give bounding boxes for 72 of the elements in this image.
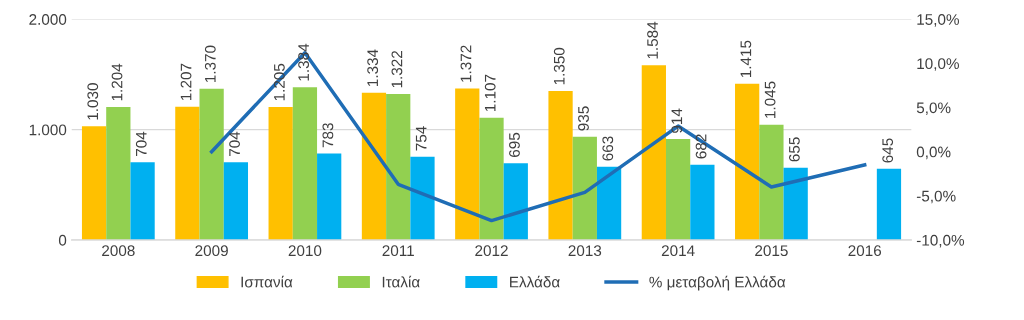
bar	[223, 162, 249, 240]
bar	[292, 87, 318, 240]
bar	[596, 166, 622, 240]
data-label: 1.107	[484, 74, 496, 112]
bar	[410, 156, 435, 240]
data-label: 1.372	[460, 45, 472, 82]
bar	[106, 107, 131, 240]
bar	[735, 83, 760, 240]
x-tick-label: 2009	[195, 245, 228, 257]
y2-tick-label: -10,0%	[916, 234, 965, 248]
data-label: 1.205	[273, 63, 285, 101]
bar	[641, 65, 666, 240]
data-label: 935	[578, 106, 589, 131]
data-label: 704	[229, 131, 240, 156]
bar	[759, 124, 784, 240]
y-tick-label: 1.000	[29, 124, 67, 136]
x-tick-label: 2015	[755, 245, 788, 257]
legend-label: Ελλάδα	[510, 275, 560, 288]
bar	[317, 153, 342, 240]
legend-label: Ιταλία	[382, 275, 420, 288]
x-tick-label: 2008	[102, 245, 135, 257]
data-label: 663	[602, 136, 614, 161]
data-label: 695	[509, 132, 520, 157]
data-label: 1.370	[204, 45, 216, 83]
data-label: 783	[322, 123, 334, 148]
data-label: 1.322	[391, 51, 403, 88]
y2-tick-label: 15,0%	[917, 14, 959, 27]
bar	[690, 164, 715, 240]
bar	[386, 94, 411, 240]
bar	[81, 126, 107, 240]
y2-tick-label: 5,0%	[916, 102, 951, 116]
bar	[268, 106, 293, 240]
bar	[548, 90, 573, 240]
legend-label: Ισπανία	[241, 275, 293, 288]
x-tick-label: 2013	[568, 245, 602, 257]
bar	[503, 163, 528, 240]
y-tick-label: 2.000	[29, 14, 67, 25]
x-tick-label: 2010	[288, 245, 322, 257]
data-label: 645	[882, 138, 894, 163]
bar	[479, 117, 504, 240]
legend-label: % μεταβολή Ελλάδα	[649, 275, 786, 291]
data-label: 1.207	[180, 63, 192, 101]
data-label: 1.045	[764, 81, 776, 118]
data-label: 1.415	[740, 40, 752, 78]
data-label: 1.584	[647, 21, 658, 59]
data-label: 754	[415, 126, 427, 151]
x-tick-label: 2016	[848, 245, 882, 257]
bar	[175, 106, 200, 240]
data-label: 682	[695, 134, 707, 159]
bar	[876, 168, 902, 240]
y2-tick-label: 10,0%	[917, 58, 959, 71]
data-label: 1.384	[298, 43, 310, 81]
y2-tick-label: -5,0%	[916, 190, 956, 204]
data-label: 914	[671, 108, 683, 133]
bar	[572, 136, 597, 240]
data-label: 1.334	[367, 49, 379, 87]
data-label: 1.030	[87, 83, 99, 120]
bar	[783, 167, 808, 240]
bar	[130, 162, 155, 240]
bar	[455, 88, 480, 240]
x-tick-label: 2011	[382, 245, 414, 257]
bar	[361, 92, 387, 240]
data-label: 1.350	[553, 47, 565, 85]
data-label: 1.204	[111, 63, 123, 101]
y-tick-label: 0	[58, 234, 67, 246]
data-label: 704	[135, 131, 147, 156]
y2-tick-label: 0,0%	[916, 146, 951, 160]
bar	[665, 139, 691, 240]
data-label: 655	[788, 137, 800, 162]
x-tick-label: 2014	[661, 245, 695, 257]
x-tick-label: 2012	[475, 245, 508, 257]
bar	[199, 88, 224, 240]
